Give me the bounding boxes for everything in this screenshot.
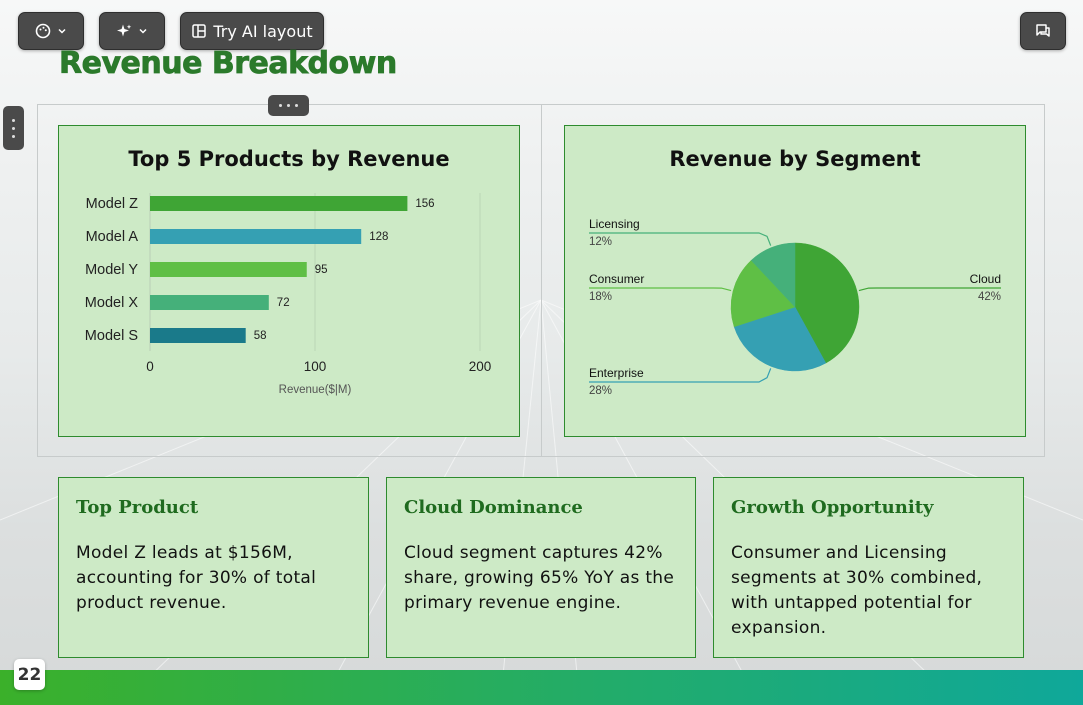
slice-value-label: 12% (589, 236, 612, 248)
pie-slice (750, 242, 796, 308)
insight-title: Top Product (76, 497, 199, 518)
pie-chart: Cloud 42% Enterprise 28% Consumer 18% Licensin… (589, 217, 1001, 397)
bar-chart: 0 100 200 Model Z 156 Model A 128 Model Y 95 Mode… (85, 193, 492, 396)
leader-line (858, 287, 1001, 292)
insight-card-growth-opportunity[interactable]: Growth Opportunity Consumer and Licensin… (713, 477, 1024, 658)
insight-body: Model Z leads at $156M, accounting for 3… (76, 543, 317, 613)
data-label: 128 (369, 231, 388, 243)
data-label: 156 (415, 198, 434, 210)
leader-line (589, 368, 772, 383)
pie-chart-card[interactable]: Revenue by Segment Cloud 42% Enterprise 28%… (564, 125, 1026, 437)
x-tick-label: 200 (469, 359, 492, 374)
bar (150, 196, 408, 211)
leader-line (589, 232, 772, 246)
slice-value-label: 18% (589, 291, 612, 303)
comment-icon (1034, 23, 1052, 39)
row-drag-handle[interactable] (3, 106, 24, 150)
insight-body: Cloud segment captures 42% share, growin… (404, 543, 675, 613)
pie-slice (733, 306, 827, 372)
pie-slice (730, 259, 796, 328)
try-ai-layout-label: Try AI layout (213, 21, 313, 41)
pie-chart-title: Revenue by Segment (669, 147, 921, 171)
leader-line (589, 287, 732, 292)
bar-chart-title: Top 5 Products by Revenue (128, 147, 450, 171)
insight-title: Cloud Dominance (404, 497, 583, 518)
x-axis-label: Revenue($|M) (279, 384, 352, 396)
insight-card-top-product[interactable]: Top Product Model Z leads at $156M, acco… (58, 477, 369, 658)
comment-button[interactable] (1020, 12, 1066, 50)
column-drag-handle[interactable] (268, 95, 309, 116)
layout-icon (191, 23, 207, 39)
y-tick-label: Model Z (86, 196, 139, 212)
slice-value-label: 42% (978, 291, 1001, 303)
palette-icon (35, 23, 51, 39)
page-number: 22 (14, 659, 45, 690)
y-tick-label: Model Y (85, 262, 138, 278)
try-ai-layout-button[interactable]: Try AI layout (180, 12, 324, 50)
chart-group-divider (541, 105, 542, 457)
data-label: 58 (254, 330, 267, 342)
theme-button[interactable] (18, 12, 84, 50)
y-tick-label: Model S (85, 328, 138, 344)
slice-label: Consumer (589, 272, 644, 286)
bar (150, 262, 307, 277)
slice-label: Cloud (970, 272, 1001, 286)
bar (150, 229, 362, 244)
y-tick-label: Model X (85, 295, 139, 311)
page-title[interactable]: Revenue Breakdown (59, 46, 398, 82)
data-label: 72 (277, 297, 290, 309)
insight-body: Consumer and Licensing segments at 30% c… (731, 543, 983, 638)
bar (150, 295, 269, 310)
slice-label: Enterprise (589, 366, 644, 380)
ai-assist-button[interactable] (99, 12, 165, 50)
x-tick-label: 100 (304, 359, 327, 374)
y-tick-label: Model A (86, 229, 139, 245)
bar-chart-card[interactable]: Top 5 Products by Revenue 0 100 200 Model Z… (58, 125, 520, 437)
chevron-down-icon (138, 26, 148, 36)
data-label: 95 (315, 264, 328, 276)
insight-title: Growth Opportunity (731, 497, 934, 518)
slice-value-label: 28% (589, 385, 612, 397)
slice-label: Licensing (589, 217, 640, 231)
footer-gradient-bar (0, 670, 1083, 705)
sparkles-icon (116, 23, 132, 39)
insight-card-cloud-dominance[interactable]: Cloud Dominance Cloud segment captures 4… (386, 477, 696, 658)
x-tick-label: 0 (146, 359, 154, 374)
bar (150, 328, 246, 343)
pie-slice (794, 242, 860, 364)
chevron-down-icon (57, 26, 67, 36)
